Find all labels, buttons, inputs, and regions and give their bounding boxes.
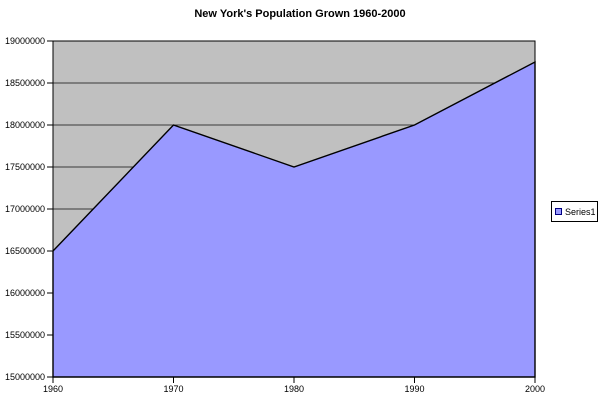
x-axis-label: 1980	[283, 384, 305, 394]
x-axis-label: 2000	[524, 384, 546, 394]
chart-title: New York's Population Grown 1960-2000	[194, 8, 406, 20]
legend-series-label: Series1	[565, 206, 596, 217]
y-axis-label: 18000000	[4, 120, 45, 130]
y-axis-label: 17000000	[4, 204, 45, 214]
x-axis-label: 1960	[42, 384, 64, 394]
y-axis-label: 15000000	[4, 372, 45, 382]
legend-marker-icon	[555, 208, 562, 215]
y-axis-label: 16500000	[4, 246, 45, 256]
x-axis-label: 1970	[163, 384, 184, 394]
y-axis-label: 18500000	[4, 78, 45, 88]
y-axis-label: 19000000	[4, 36, 45, 46]
legend: Series1	[551, 201, 598, 222]
y-axis-label: 16000000	[4, 288, 45, 298]
y-axis-label: 17500000	[4, 162, 45, 172]
y-axis-label: 15500000	[4, 330, 45, 340]
x-axis-label: 1990	[404, 384, 425, 394]
